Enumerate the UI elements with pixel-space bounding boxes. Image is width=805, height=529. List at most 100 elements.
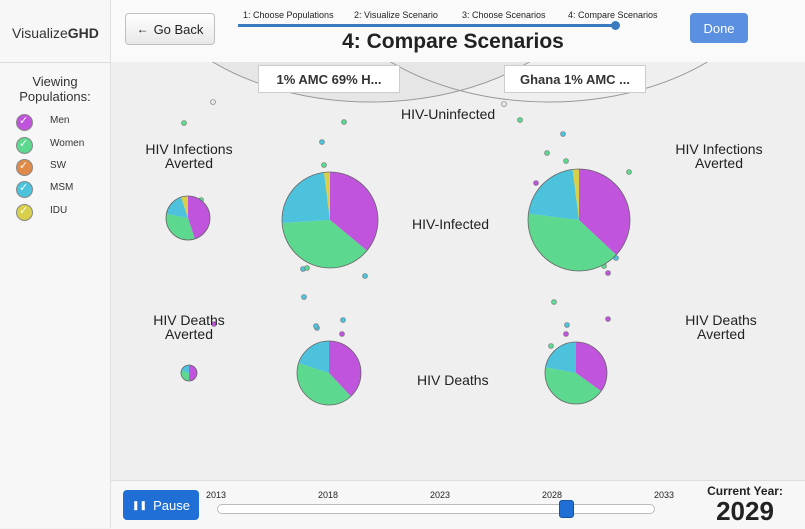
- pie-slice-msm: [282, 172, 330, 224]
- pie-slice-idu: [181, 196, 188, 218]
- current-year-label: Current Year:: [707, 484, 783, 498]
- step-visualize-scenario[interactable]: 2: Visualize Scenario: [354, 10, 438, 20]
- viewing-populations-title: Viewing Populations:: [19, 74, 91, 104]
- population-particle: [560, 131, 566, 137]
- bubble-chart: [165, 62, 709, 406]
- pause-button[interactable]: ❚❚ Pause: [123, 490, 199, 520]
- pie-slice-women: [282, 220, 367, 268]
- year-slider-handle[interactable]: [558, 500, 574, 518]
- pie-slice-men: [188, 196, 211, 239]
- left-infections-averted-label: HIV Infections Averted: [145, 141, 233, 171]
- pie-slice-women: [166, 213, 195, 241]
- population-particle: [181, 120, 187, 126]
- right-deaths-averted-label: HIV Deaths Averted: [685, 312, 757, 342]
- check-icon: [16, 181, 33, 198]
- go-back-button[interactable]: ← Go Back: [125, 13, 215, 45]
- hiv-deaths-label: HIV Deaths: [417, 372, 489, 388]
- pie-slice-men: [330, 172, 378, 251]
- sidebar-divider: [0, 62, 110, 63]
- population-particle: [340, 317, 346, 323]
- scenario-tab-2[interactable]: Ghana 1% AMC ...: [504, 65, 646, 93]
- pie-slice-men: [579, 169, 630, 255]
- visualization-area: 1% AMC 69% H... Ghana 1% AMC ... HIV-Uni…: [111, 62, 805, 480]
- population-particle: [551, 299, 557, 305]
- population-particle: [301, 294, 307, 300]
- pie-slice-msm: [181, 365, 189, 373]
- step-choose-scenarios[interactable]: 3: Choose Scenarios: [462, 10, 546, 20]
- left-deaths-averted-pie: [180, 364, 198, 382]
- app-logo: VisualizeGHD: [12, 25, 99, 41]
- year-tick: 2028: [542, 490, 563, 500]
- check-icon: [16, 114, 33, 131]
- population-particle: [548, 343, 554, 349]
- right-infected-pie: [527, 168, 631, 272]
- right-scenario-container: [389, 62, 709, 103]
- sidebar: VisualizeGHD Viewing Populations: ✓ Men …: [0, 0, 111, 528]
- pie-slice-msm: [298, 341, 329, 373]
- population-particle: [563, 158, 569, 164]
- population-particles: [181, 99, 632, 349]
- year-tick: 2033: [654, 490, 675, 500]
- population-particle: [533, 180, 539, 186]
- hiv-uninfected-label: HIV-Uninfected: [401, 106, 496, 122]
- pie-slice-women: [545, 367, 602, 404]
- pie-slice-msm: [545, 342, 576, 373]
- year-tick: 2018: [318, 490, 339, 500]
- check-icon: [16, 159, 33, 176]
- year-slider-track[interactable]: [217, 504, 655, 514]
- left-infections-averted-pie: [165, 195, 211, 241]
- pie-slice-men: [576, 342, 607, 392]
- pie-slice-men: [189, 365, 197, 381]
- population-particle: [501, 101, 507, 107]
- population-pies: [165, 168, 631, 406]
- population-particle: [564, 322, 570, 328]
- hiv-infected-label: HIV-Infected: [412, 216, 490, 232]
- header: ← Go Back 1: Choose Populations 2: Visua…: [111, 0, 805, 62]
- population-particle: [319, 139, 325, 145]
- pie-outline: [281, 171, 379, 269]
- left-deaths-pie: [296, 340, 362, 406]
- pie-slice-women: [181, 370, 189, 381]
- left-deaths-averted-label: HIV Deaths Averted: [153, 312, 225, 342]
- year-tick: 2013: [206, 490, 227, 500]
- pie-outline: [527, 168, 631, 272]
- step-progress-track: [238, 24, 616, 27]
- scenario-tab-1[interactable]: 1% AMC 69% H...: [258, 65, 400, 93]
- population-particle: [626, 169, 632, 175]
- pie-slice-msm: [166, 197, 188, 218]
- pie-slice-women: [528, 213, 617, 271]
- population-particle: [321, 162, 327, 168]
- population-particle: [517, 117, 523, 123]
- pause-icon: ❚❚: [132, 499, 148, 510]
- population-particle: [304, 265, 310, 271]
- page-title: 4: Compare Scenarios: [342, 30, 564, 53]
- population-particle: [341, 119, 347, 125]
- timeline-footer: ❚❚ Pause 2013 2018 2023 2028 2033 Curren…: [111, 480, 805, 529]
- step-compare-scenarios[interactable]: 4: Compare Scenarios: [568, 10, 658, 20]
- population-particle: [210, 99, 216, 105]
- population-particle: [362, 273, 368, 279]
- pie-outline: [165, 195, 211, 241]
- left-infected-pie: [281, 171, 379, 269]
- pie-slice-msm: [528, 169, 579, 220]
- done-button[interactable]: Done: [690, 13, 748, 43]
- population-particle: [563, 331, 569, 337]
- right-infections-averted-label: HIV Infections Averted: [675, 141, 763, 171]
- check-icon: [16, 137, 33, 154]
- population-particle: [544, 150, 550, 156]
- pie-outline: [180, 364, 198, 382]
- check-icon: [16, 204, 33, 221]
- population-particle: [339, 331, 345, 337]
- population-particle: [605, 316, 611, 322]
- year-tick: 2023: [430, 490, 451, 500]
- pie-outline: [296, 340, 362, 406]
- pie-slice-women: [297, 363, 351, 406]
- pie-slice-idu: [323, 172, 330, 220]
- step-choose-populations[interactable]: 1: Choose Populations: [243, 10, 334, 20]
- pie-outline: [544, 341, 608, 405]
- population-particle: [211, 321, 217, 327]
- current-year-value: 2029: [716, 496, 774, 526]
- right-deaths-pie: [544, 341, 608, 405]
- step-progress-marker: [611, 21, 620, 30]
- arrow-left-icon: ←: [136, 22, 149, 36]
